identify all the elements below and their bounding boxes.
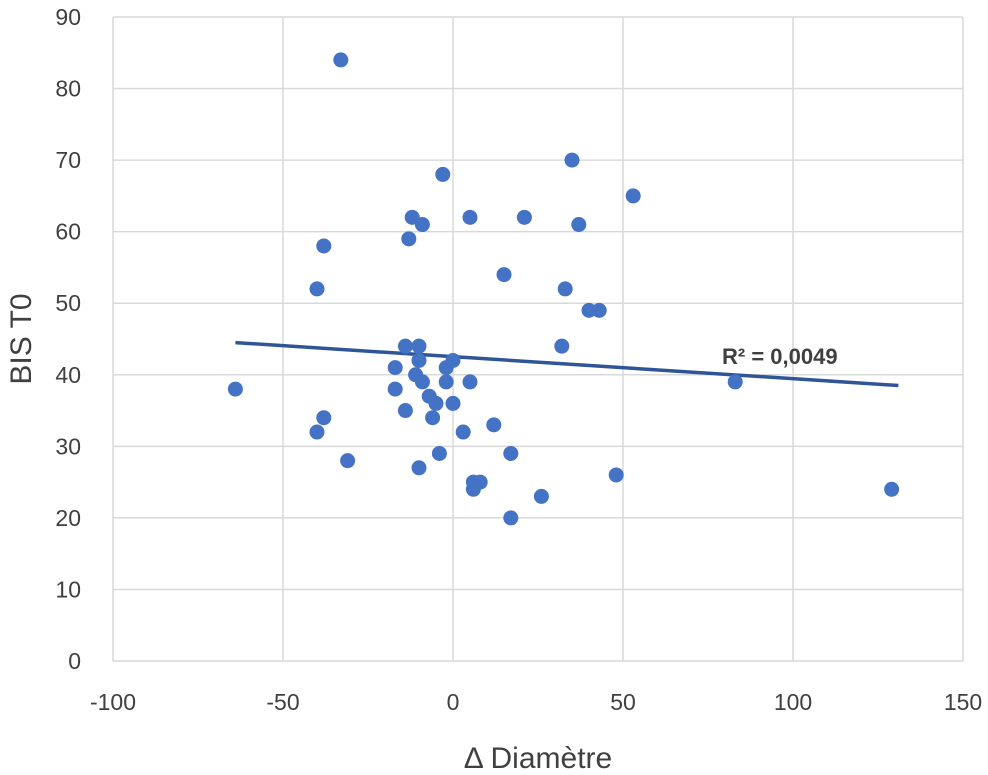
data-points <box>227 52 900 526</box>
data-point <box>571 217 587 233</box>
data-point <box>387 360 403 376</box>
data-point <box>227 381 243 397</box>
data-point <box>411 460 427 476</box>
data-point <box>503 510 519 526</box>
data-point <box>309 424 325 440</box>
data-point <box>625 188 641 204</box>
y-axis-title: BIS T0 <box>5 293 38 384</box>
data-point <box>431 445 447 461</box>
data-point <box>462 209 478 225</box>
grid-lines <box>112 16 964 662</box>
data-point <box>472 474 488 490</box>
x-tick-label: 150 <box>944 689 982 715</box>
data-point <box>727 374 743 390</box>
data-point <box>445 395 461 411</box>
data-point <box>316 238 332 254</box>
data-point <box>438 374 454 390</box>
tick-labels: -100 -50 0 50 100 150 0 10 20 30 40 50 60 70 80 90 <box>55 4 982 715</box>
data-point <box>425 410 441 426</box>
y-tick-label: 80 <box>55 76 81 102</box>
data-point <box>591 302 607 318</box>
y-tick-label: 0 <box>68 648 81 674</box>
data-point <box>462 374 478 390</box>
data-point <box>411 338 427 354</box>
data-point <box>486 417 502 433</box>
data-point <box>316 410 332 426</box>
x-tick-label: 50 <box>610 689 636 715</box>
x-axis-title: Δ Diamètre <box>464 742 612 775</box>
y-tick-label: 20 <box>55 505 81 531</box>
data-point <box>414 217 430 233</box>
y-tick-label: 10 <box>55 576 81 602</box>
data-point <box>309 281 325 297</box>
data-point <box>516 209 532 225</box>
y-tick-label: 30 <box>55 433 81 459</box>
x-tick-label: -100 <box>90 689 136 715</box>
data-point <box>333 52 349 68</box>
data-point <box>564 152 580 168</box>
data-point <box>503 445 519 461</box>
data-point <box>401 231 417 247</box>
data-point <box>411 352 427 368</box>
y-tick-label: 40 <box>55 362 81 388</box>
x-tick-label: 100 <box>774 689 812 715</box>
data-point <box>455 424 471 440</box>
data-point <box>387 381 403 397</box>
data-point <box>445 352 461 368</box>
data-point <box>397 403 413 419</box>
data-point <box>428 395 444 411</box>
x-tick-label: 0 <box>447 689 460 715</box>
data-point <box>496 267 512 283</box>
trendline <box>235 340 899 388</box>
y-tick-label: 90 <box>55 4 81 30</box>
data-point <box>435 166 451 182</box>
data-point <box>554 338 570 354</box>
data-point <box>533 488 549 504</box>
data-point <box>608 467 624 483</box>
data-point <box>397 338 413 354</box>
x-tick-label: -50 <box>266 689 299 715</box>
data-point <box>557 281 573 297</box>
y-tick-label: 60 <box>55 219 81 245</box>
y-tick-label: 50 <box>55 290 81 316</box>
trendline-layer <box>235 340 899 388</box>
data-point <box>414 374 430 390</box>
data-point <box>340 453 356 469</box>
r-squared-annotation: R² = 0,0049 <box>722 344 838 369</box>
y-tick-label: 70 <box>55 147 81 173</box>
data-point <box>884 481 900 497</box>
